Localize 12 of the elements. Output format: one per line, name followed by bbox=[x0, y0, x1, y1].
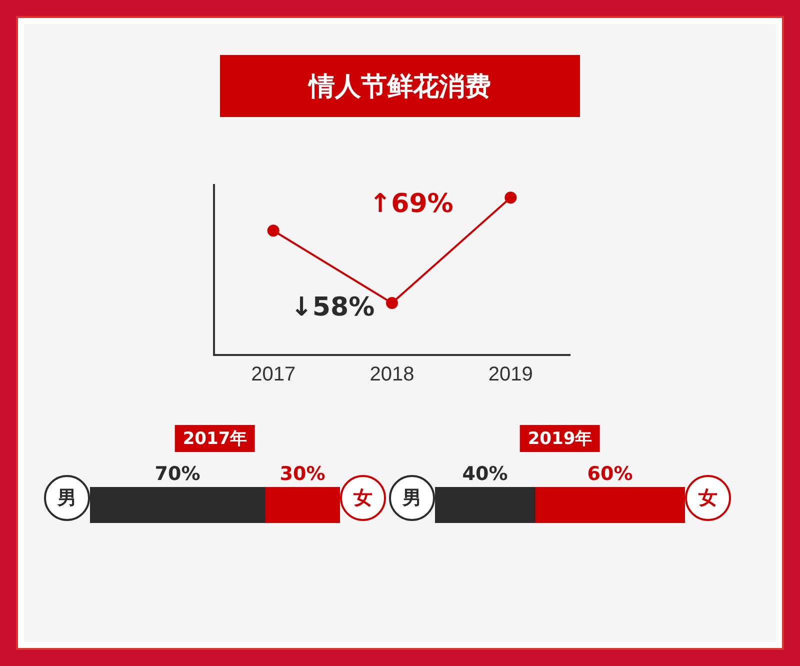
data-label: 70% bbox=[154, 462, 200, 485]
x-tick-label: 2017 bbox=[251, 364, 296, 386]
annotation: ↑69% bbox=[369, 189, 454, 220]
data-label: 40% bbox=[462, 462, 508, 485]
chart-title: 2017年 bbox=[174, 425, 256, 452]
data-label: 30% bbox=[280, 462, 326, 485]
x-tick-label: 2019 bbox=[488, 364, 533, 386]
chart-title: 2019年 bbox=[520, 425, 600, 452]
data-label: 60% bbox=[587, 462, 633, 485]
chart-title: 情人节鲜花消费 bbox=[220, 55, 580, 117]
x-tick-label: 2018 bbox=[370, 364, 414, 386]
annotation: ↓58% bbox=[290, 292, 375, 323]
